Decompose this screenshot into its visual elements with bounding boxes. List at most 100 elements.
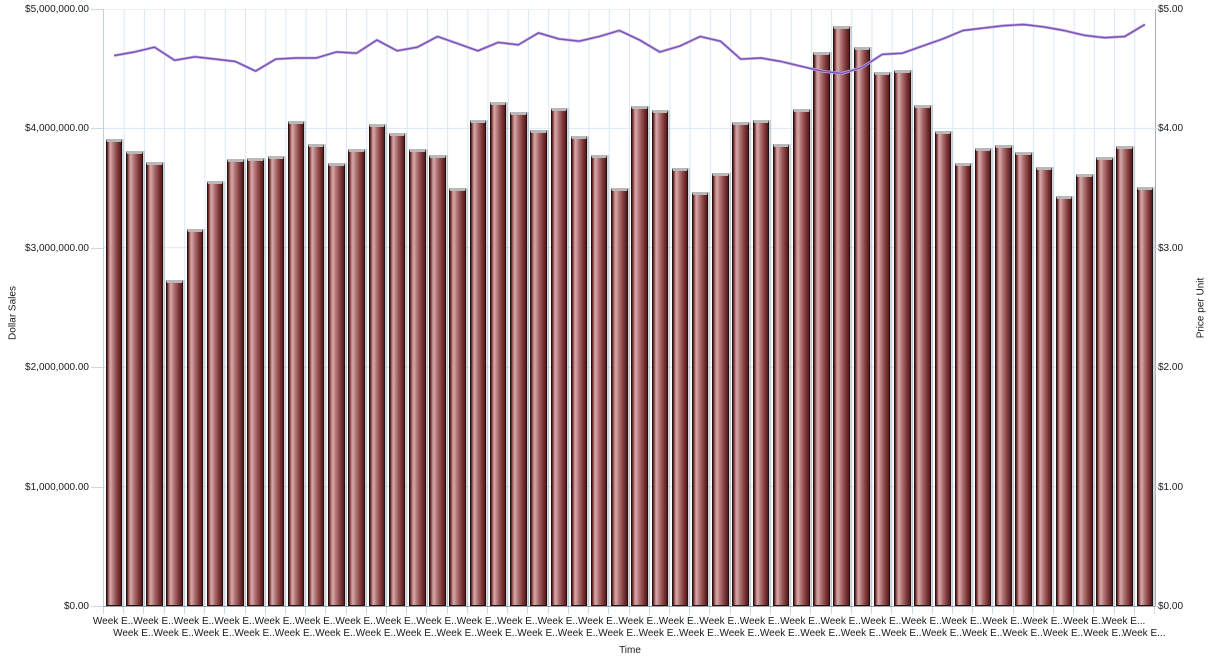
bar-week-30[interactable] bbox=[691, 192, 709, 606]
bottom-tick-mark bbox=[668, 607, 670, 614]
bar-week-46[interactable] bbox=[1015, 152, 1032, 606]
x-axis-tick-label: Week E.. bbox=[456, 616, 498, 627]
bar-week-19[interactable] bbox=[469, 120, 487, 606]
x-axis-tick-label: Week E.. bbox=[678, 628, 720, 639]
bar-week-31[interactable] bbox=[712, 173, 729, 606]
x-axis-tick-label: Week E.. bbox=[901, 616, 942, 627]
bar-week-52[interactable] bbox=[1136, 187, 1154, 606]
bottom-tick-mark bbox=[972, 607, 974, 614]
x-axis-tick-label: Week E.. bbox=[497, 616, 538, 627]
bar-week-44[interactable] bbox=[974, 148, 992, 606]
bottom-tick-mark bbox=[244, 607, 246, 614]
bar-week-15[interactable] bbox=[388, 133, 406, 606]
right-axis-title: Price per Unit bbox=[1195, 277, 1207, 339]
x-axis-tick-label: Week E.. bbox=[335, 616, 376, 627]
bar-week-7[interactable] bbox=[227, 159, 244, 606]
left-tick-mark bbox=[91, 606, 103, 607]
bottom-tick-mark bbox=[1032, 607, 1034, 614]
bar-week-35[interactable] bbox=[793, 109, 810, 606]
bottom-tick-mark bbox=[466, 607, 468, 614]
x-axis-tick-label: Week E.. bbox=[860, 616, 902, 627]
bar-week-28[interactable] bbox=[651, 110, 669, 606]
bar-week-16[interactable] bbox=[409, 149, 426, 606]
x-axis-tick-label: Week E... bbox=[1122, 628, 1166, 639]
bar-week-14[interactable] bbox=[368, 124, 386, 606]
bar-week-22[interactable] bbox=[530, 130, 547, 606]
x-axis-tick-label: Week E.. bbox=[1083, 628, 1124, 639]
x-axis-tick-label: Week E.. bbox=[476, 628, 518, 639]
bar-week-3[interactable] bbox=[146, 162, 163, 606]
x-axis-tick-label: Week E.. bbox=[598, 628, 639, 639]
bar-week-45[interactable] bbox=[995, 145, 1012, 606]
bottom-tick-mark bbox=[1012, 607, 1014, 614]
right-axis-tick-label: $5.00 bbox=[1158, 4, 1184, 15]
bar-week-13[interactable] bbox=[348, 149, 365, 606]
left-axis-tick-label: $4,000,000.00 bbox=[25, 123, 89, 135]
bottom-tick-mark bbox=[305, 607, 307, 614]
bar-week-1[interactable] bbox=[105, 139, 123, 606]
bar-week-37[interactable] bbox=[833, 26, 850, 606]
bar-week-21[interactable] bbox=[510, 112, 527, 606]
bottom-tick-mark bbox=[1133, 607, 1135, 614]
bar-week-17[interactable] bbox=[429, 155, 446, 606]
bar-week-12[interactable] bbox=[328, 163, 345, 606]
bottom-tick-mark bbox=[709, 607, 711, 614]
bar-week-10[interactable] bbox=[287, 121, 305, 606]
bottom-tick-mark bbox=[487, 607, 488, 614]
bottom-tick-mark bbox=[224, 607, 226, 614]
bar-week-2[interactable] bbox=[126, 151, 143, 606]
bar-week-18[interactable] bbox=[449, 188, 466, 606]
bar-week-51[interactable] bbox=[1116, 146, 1133, 606]
bar-week-6[interactable] bbox=[206, 181, 224, 606]
bottom-tick-mark bbox=[386, 607, 387, 614]
right-tick-mark bbox=[1155, 247, 1159, 249]
bar-week-48[interactable] bbox=[1055, 196, 1073, 606]
bar-week-27[interactable] bbox=[631, 106, 648, 606]
bottom-tick-mark bbox=[446, 607, 448, 614]
bar-week-40[interactable] bbox=[894, 70, 911, 606]
bar-week-4[interactable] bbox=[166, 280, 183, 606]
bar-week-38[interactable] bbox=[853, 47, 871, 606]
bottom-tick-mark bbox=[931, 607, 933, 614]
x-axis-tick-label: Week E.. bbox=[1002, 628, 1043, 639]
bar-week-42[interactable] bbox=[934, 131, 952, 606]
bar-week-49[interactable] bbox=[1076, 174, 1093, 606]
x-axis-tick-label: Week E.. bbox=[113, 628, 154, 639]
bottom-tick-mark bbox=[163, 607, 165, 614]
left-axis-title: Dollar Sales bbox=[7, 286, 19, 340]
bottom-tick-mark bbox=[1154, 607, 1155, 614]
x-axis-tick-label: Week E.. bbox=[557, 628, 599, 639]
bottom-tick-mark bbox=[204, 607, 206, 614]
bar-week-39[interactable] bbox=[873, 72, 891, 606]
x-axis-tick-label: Week E.. bbox=[618, 616, 659, 627]
bar-week-9[interactable] bbox=[267, 156, 285, 606]
bar-week-8[interactable] bbox=[247, 158, 264, 606]
bar-week-43[interactable] bbox=[954, 163, 972, 606]
bar-week-50[interactable] bbox=[1096, 157, 1113, 606]
bar-week-32[interactable] bbox=[732, 122, 749, 606]
bar-week-36[interactable] bbox=[813, 52, 830, 606]
bottom-tick-mark bbox=[830, 607, 832, 614]
x-axis-tick-label: Week E.. bbox=[396, 628, 437, 639]
left-axis-tick-label: $3,000,000.00 bbox=[25, 242, 89, 254]
bar-week-41[interactable] bbox=[914, 105, 931, 606]
price-per-unit-line bbox=[113, 23, 1146, 75]
bottom-tick-mark bbox=[911, 607, 913, 614]
bottom-tick-mark bbox=[1093, 607, 1095, 614]
x-axis-tick-label: Week E.. bbox=[780, 616, 821, 627]
bar-week-34[interactable] bbox=[772, 144, 790, 606]
bar-week-29[interactable] bbox=[671, 168, 689, 606]
bottom-tick-mark bbox=[871, 607, 872, 614]
x-axis-tick-label: Week E.. bbox=[193, 628, 235, 639]
bar-week-11[interactable] bbox=[307, 144, 325, 606]
bar-week-24[interactable] bbox=[570, 136, 588, 606]
bar-week-33[interactable] bbox=[752, 120, 770, 606]
bar-week-20[interactable] bbox=[489, 102, 507, 606]
bar-week-25[interactable] bbox=[590, 155, 608, 606]
bar-week-47[interactable] bbox=[1035, 167, 1053, 606]
bar-week-26[interactable] bbox=[611, 188, 628, 606]
bottom-tick-mark bbox=[183, 607, 185, 614]
bar-week-23[interactable] bbox=[550, 108, 568, 606]
bar-week-5[interactable] bbox=[186, 229, 204, 606]
x-axis-tick-label: Week E.. bbox=[921, 628, 962, 639]
